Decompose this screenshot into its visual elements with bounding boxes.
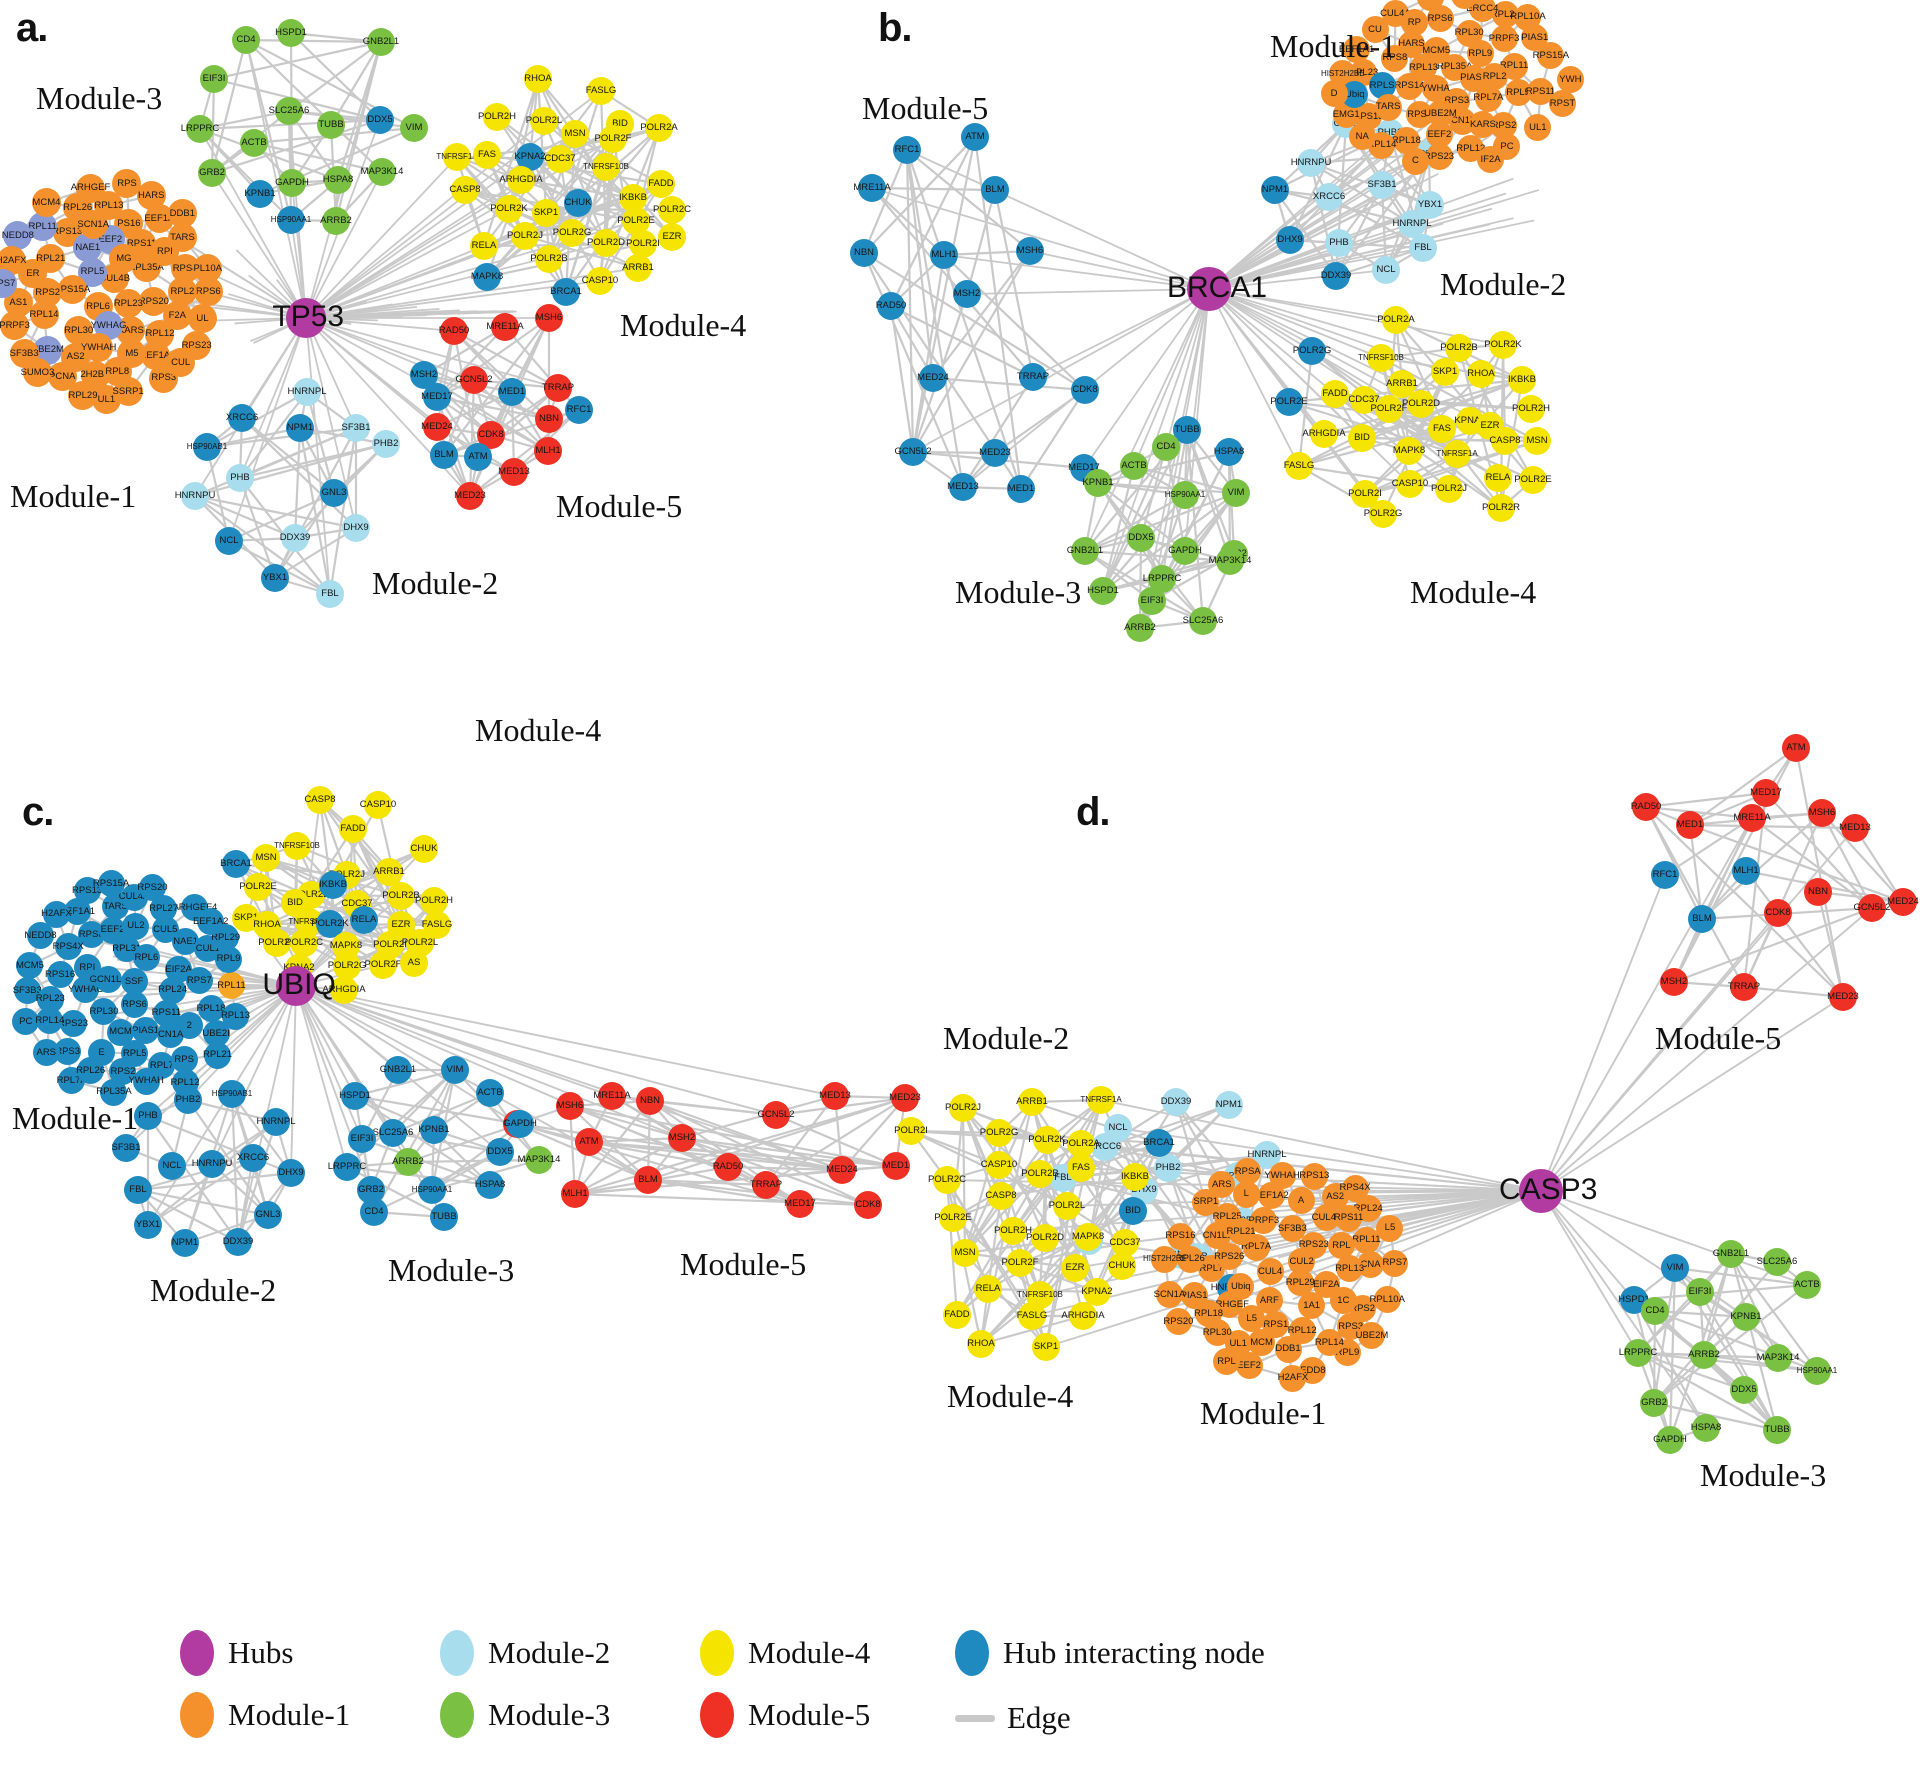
panel-b: b. — [860, 0, 1920, 650]
panel-a-letter: a. — [16, 6, 48, 50]
hub-node-casp3-label: CASP3 — [1499, 1173, 1598, 1206]
panel-a: a. — [0, 0, 830, 650]
panel-d-letter: d. — [1076, 790, 1111, 834]
module-label-a-4: Module-4 — [620, 307, 747, 343]
legend-item-hubs: Hubs — [180, 1630, 293, 1676]
hub-node-tp53-label: TP53 — [272, 300, 345, 333]
module-label-b-3: Module-3 — [955, 574, 1082, 610]
module-label-b-5: Module-5 — [862, 90, 989, 126]
legend-swatch-module-3 — [440, 1692, 474, 1738]
legend-item-module-1: Module-1 — [180, 1692, 350, 1738]
legend-swatch-module-4 — [700, 1630, 734, 1676]
module-label-c-2: Module-2 — [150, 1272, 277, 1308]
panel-c-letter: c. — [22, 790, 54, 834]
module-label-d-1: Module-1 — [1200, 1395, 1327, 1431]
module-label-b-2: Module-2 — [1440, 266, 1567, 302]
module-label-d-4: Module-4 — [947, 1378, 1074, 1414]
legend-item-module-2: Module-2 — [440, 1630, 610, 1676]
legend-label-module-1: Module-1 — [228, 1697, 351, 1732]
module-label-c-4: Module-4 — [475, 712, 602, 748]
legend-swatch-edge — [955, 1714, 995, 1722]
legend-swatch-module-2 — [440, 1630, 474, 1676]
network-node[interactable]: BID — [1348, 424, 1376, 452]
panel-c: c. — [0, 640, 900, 1340]
hub-node-ubiq-label: UBIQ — [262, 968, 336, 1001]
legend-label-module-5: Module-5 — [748, 1697, 871, 1732]
module-label-d-2: Module-2 — [943, 1020, 1070, 1056]
legend-swatch-hubs — [180, 1630, 214, 1676]
legend-label-module-4: Module-4 — [748, 1635, 871, 1670]
module-label-d-3: Module-3 — [1700, 1457, 1827, 1493]
legend-label-edge: Edge — [1007, 1700, 1071, 1735]
legend-item-hub-interacting-node: Hub interacting node — [955, 1630, 1265, 1676]
module-label-a-1: Module-1 — [10, 478, 137, 514]
module-label-b-1: Module-1 — [1270, 28, 1397, 64]
legend-label-hub-interacting-node: Hub interacting node — [1003, 1635, 1265, 1670]
legend-item-module-5: Module-5 — [700, 1692, 870, 1738]
legend-label-module-2: Module-2 — [488, 1635, 611, 1670]
hub-node-brca1[interactable] — [1187, 267, 1231, 311]
panel-b-letter: b. — [878, 6, 913, 50]
hub-node-tp53[interactable] — [286, 298, 326, 338]
hub-node-brca1-label: BRCA1 — [1167, 271, 1268, 304]
module-label-b-4: Module-4 — [1410, 574, 1537, 610]
legend-swatch-hub-interacting-node — [955, 1630, 989, 1676]
module-label-a-2: Module-2 — [372, 565, 499, 601]
module-label-d-5: Module-5 — [1655, 1020, 1782, 1056]
legend-item-module-3: Module-3 — [440, 1692, 610, 1738]
module-label-c-1: Module-1 — [12, 1100, 139, 1136]
legend-label-hubs: Hubs — [228, 1635, 294, 1670]
legend-item-module-4: Module-4 — [700, 1630, 870, 1676]
panel-d: d. — [900, 640, 1923, 1360]
network-node[interactable]: FBL — [1409, 234, 1437, 262]
legend-label-module-3: Module-3 — [488, 1697, 611, 1732]
legend-swatch-module-1 — [180, 1692, 214, 1738]
module-label-a-3: Module-3 — [36, 80, 163, 116]
legend-item-edge: Edge — [955, 1700, 1071, 1736]
module-label-c-5: Module-5 — [680, 1246, 807, 1282]
module-label-a-5: Module-5 — [556, 488, 683, 524]
legend: Hubs Module-1 Module-2 Module-3 Module-4… — [150, 1630, 1350, 1760]
legend-swatch-module-5 — [700, 1692, 734, 1738]
module-label-c-3: Module-3 — [388, 1252, 515, 1288]
